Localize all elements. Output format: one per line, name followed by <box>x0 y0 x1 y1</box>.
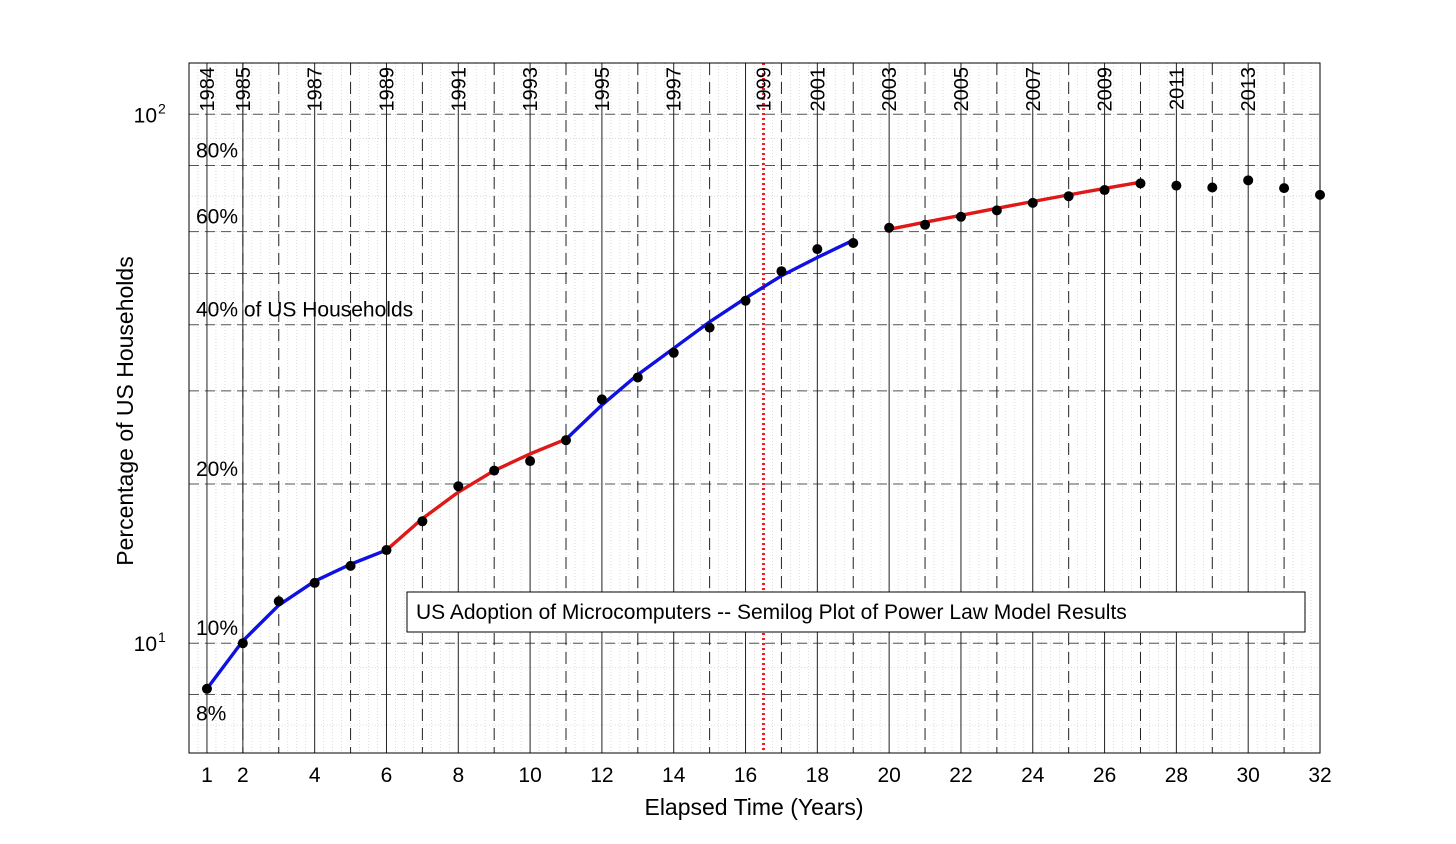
title-box <box>406 591 1306 633</box>
title-annotation: US Adoption of Microcomputers -- Semilog… <box>406 591 1306 633</box>
percent-labels: 80% 60% 40% of US Households 20% 10% 8% <box>196 140 413 726</box>
year-label: 2013 <box>1238 67 1260 112</box>
blue-fit-curve <box>564 238 855 441</box>
data-point <box>453 481 464 492</box>
year-label: 1999 <box>753 67 775 112</box>
data-point <box>273 596 284 607</box>
data-point <box>201 683 212 694</box>
data-point <box>955 211 966 222</box>
data-point <box>596 394 607 405</box>
year-label: 1993 <box>520 67 542 112</box>
fit-curves <box>205 180 1143 691</box>
x-tick-label: 14 <box>662 764 686 787</box>
x-tick-label: 10 <box>518 764 541 787</box>
data-point <box>991 205 1002 216</box>
x-tick-label: 22 <box>949 764 972 787</box>
year-label: 1991 <box>448 67 470 112</box>
data-point <box>848 237 859 248</box>
minor-grid <box>189 63 1320 753</box>
y-tick-exponent: 2 <box>158 100 166 116</box>
x-tick-labels: 1 2 4 6 8 10 12 14 16 18 20 22 24 26 28 30 32 <box>201 764 1332 787</box>
data-point <box>632 372 643 383</box>
x-tick-label: 24 <box>1021 764 1045 787</box>
year-label: 1995 <box>592 67 614 112</box>
x-tick-label: 4 <box>309 764 321 787</box>
percent-label: 60% <box>196 206 238 229</box>
year-label: 1997 <box>664 67 686 112</box>
data-point <box>1171 180 1182 191</box>
plot-area-frame <box>188 62 1321 754</box>
year-label: 1984 <box>197 67 219 112</box>
data-point <box>309 577 320 588</box>
data-point <box>345 560 356 571</box>
data-point <box>704 322 715 333</box>
x-tick-label: 1 <box>201 764 213 787</box>
data-point <box>776 266 787 277</box>
vertical-lines <box>206 63 1285 753</box>
x-tick-label: 8 <box>452 764 464 787</box>
data-point <box>884 222 895 233</box>
x-tick-label: 32 <box>1308 764 1331 787</box>
x-tick-label: 6 <box>381 764 393 787</box>
data-point <box>525 456 536 467</box>
data-point <box>668 347 679 358</box>
data-point <box>1063 191 1074 202</box>
red-fit-curve <box>384 437 568 552</box>
percent-label: 40% of US Households <box>196 299 413 322</box>
year-label: 1985 <box>233 67 255 112</box>
y-tick-label: 10 <box>134 633 157 656</box>
data-point <box>812 244 823 255</box>
year-label: 2009 <box>1095 67 1117 112</box>
data-point <box>1279 183 1290 194</box>
year-label: 2003 <box>879 67 901 112</box>
x-tick-label: 2 <box>237 764 249 787</box>
y-tick-label: 10 <box>134 104 157 127</box>
chart-title: US Adoption of Microcomputers -- Semilog… <box>416 601 1127 624</box>
x-tick-label: 20 <box>877 764 900 787</box>
x-tick-label: 12 <box>590 764 613 787</box>
data-point <box>489 465 500 476</box>
percent-label: 10% <box>196 617 238 640</box>
year-label: 1987 <box>305 67 327 112</box>
data-point <box>417 516 428 527</box>
data-point <box>237 638 248 649</box>
year-label: 2005 <box>951 67 973 112</box>
data-point <box>1243 175 1254 186</box>
year-label: 2001 <box>807 67 829 112</box>
x-axis-label: Elapsed Time (Years) <box>644 794 863 820</box>
year-label: 1989 <box>376 67 398 112</box>
y-tick-exponent: 1 <box>158 629 166 645</box>
percent-label: 80% <box>196 140 238 163</box>
year-label: 2007 <box>1023 67 1045 112</box>
data-point <box>1135 178 1146 189</box>
data-point <box>1207 182 1218 193</box>
x-tick-label: 30 <box>1237 764 1260 787</box>
percent-label: 20% <box>196 458 238 481</box>
data-point <box>381 545 392 556</box>
x-tick-label: 26 <box>1093 764 1116 787</box>
data-point <box>920 219 931 230</box>
data-point <box>1099 185 1110 196</box>
x-tick-label: 28 <box>1165 764 1188 787</box>
y-axis-label: Percentage of US Households <box>112 256 138 565</box>
x-tick-label: 18 <box>806 764 829 787</box>
year-labels: 1984 1985 1987 1989 1991 1993 1995 1997 1999 2001… <box>197 67 1260 112</box>
x-tick-label: 16 <box>734 764 757 787</box>
data-point <box>561 435 571 446</box>
percent-label: 8% <box>196 702 226 725</box>
red-fit-curve <box>887 180 1143 232</box>
data-point <box>1027 197 1038 208</box>
blue-fit-curve <box>205 548 389 691</box>
year-label: 2011 <box>1166 67 1188 110</box>
data-points <box>201 175 1325 694</box>
data-point <box>740 295 751 306</box>
major-grid <box>189 113 1320 695</box>
